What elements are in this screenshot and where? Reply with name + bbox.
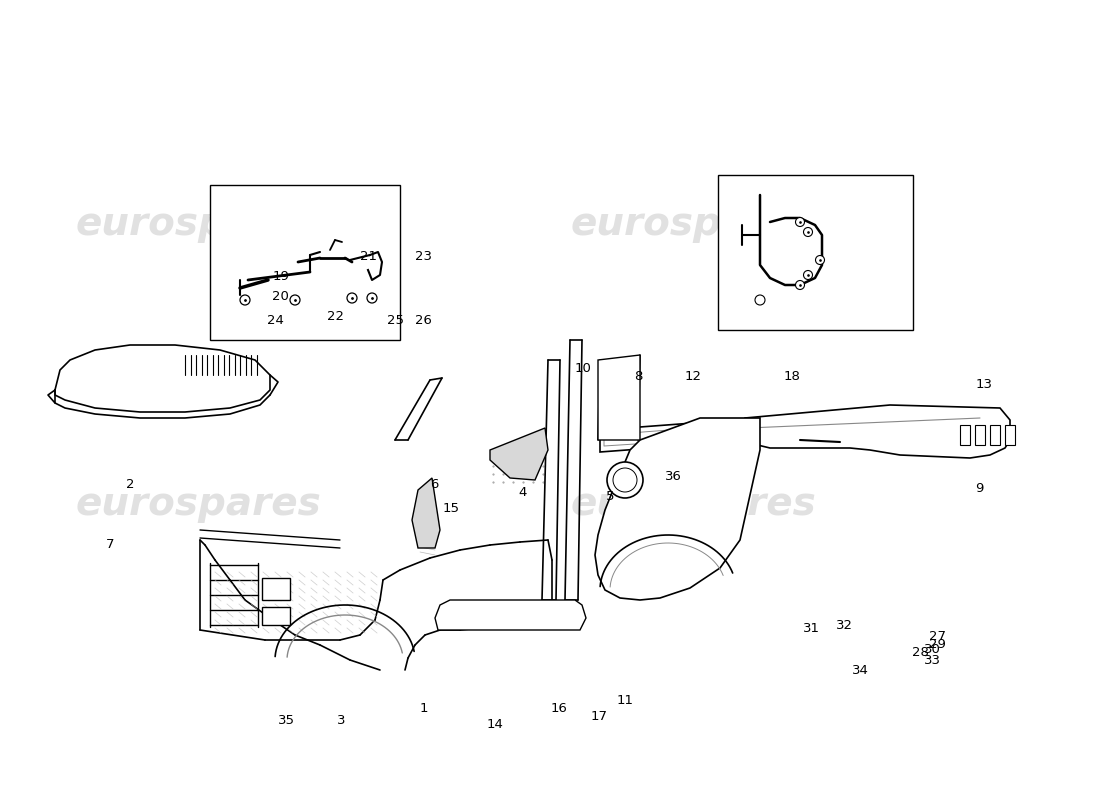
Text: 21: 21: [360, 250, 377, 262]
Text: 28: 28: [912, 646, 930, 658]
Polygon shape: [412, 478, 440, 548]
Circle shape: [290, 295, 300, 305]
Text: 8: 8: [634, 370, 642, 382]
Text: 6: 6: [430, 478, 439, 490]
Text: eurospares: eurospares: [570, 485, 816, 523]
Text: 30: 30: [924, 643, 942, 656]
Bar: [1005, 425, 1015, 445]
Text: 9: 9: [975, 482, 983, 494]
Text: eurospares: eurospares: [75, 485, 321, 523]
Polygon shape: [598, 355, 640, 440]
Text: eurospares: eurospares: [75, 205, 321, 243]
Text: 17: 17: [591, 710, 608, 722]
Text: 18: 18: [783, 370, 801, 382]
Text: 35: 35: [277, 714, 295, 726]
Text: 4: 4: [518, 486, 527, 498]
Bar: [975, 425, 984, 445]
Text: 13: 13: [976, 378, 993, 390]
Bar: [718, 175, 913, 330]
Text: 23: 23: [415, 250, 432, 262]
Text: 15: 15: [442, 502, 460, 514]
Polygon shape: [490, 428, 548, 480]
Bar: [960, 425, 970, 445]
Text: 3: 3: [337, 714, 345, 726]
Circle shape: [367, 293, 377, 303]
Bar: [990, 425, 1000, 445]
Circle shape: [755, 295, 764, 305]
Text: 29: 29: [928, 638, 946, 650]
Polygon shape: [745, 405, 1010, 458]
Text: 1: 1: [419, 702, 428, 714]
Bar: [262, 578, 290, 600]
Text: 5: 5: [606, 490, 615, 502]
Text: 20: 20: [272, 290, 289, 302]
Text: 22: 22: [327, 310, 344, 322]
Text: 2: 2: [125, 478, 134, 490]
Text: 14: 14: [486, 718, 504, 730]
Text: 27: 27: [928, 630, 946, 642]
Circle shape: [815, 255, 825, 265]
Text: 19: 19: [272, 270, 289, 282]
Text: 11: 11: [616, 694, 634, 706]
Text: 12: 12: [684, 370, 702, 382]
Circle shape: [346, 293, 358, 303]
Circle shape: [240, 295, 250, 305]
Text: 16: 16: [550, 702, 568, 714]
Polygon shape: [434, 600, 586, 630]
Polygon shape: [595, 418, 760, 600]
Circle shape: [795, 281, 804, 290]
Text: 31: 31: [803, 622, 821, 634]
Text: 7: 7: [106, 538, 114, 550]
Circle shape: [795, 218, 804, 226]
Text: 24: 24: [266, 314, 284, 326]
Text: eurospares: eurospares: [570, 205, 816, 243]
Text: 10: 10: [574, 362, 592, 374]
Circle shape: [803, 270, 813, 279]
Text: 26: 26: [415, 314, 432, 326]
Text: 34: 34: [851, 664, 869, 677]
Polygon shape: [600, 418, 940, 452]
Bar: [210, 185, 400, 340]
Circle shape: [607, 462, 644, 498]
Text: 32: 32: [836, 619, 854, 632]
Bar: [262, 607, 290, 625]
Text: 36: 36: [664, 470, 682, 482]
Text: 33: 33: [924, 654, 942, 666]
Circle shape: [613, 468, 637, 492]
Circle shape: [803, 227, 813, 237]
Polygon shape: [55, 345, 270, 412]
Text: 25: 25: [387, 314, 405, 326]
